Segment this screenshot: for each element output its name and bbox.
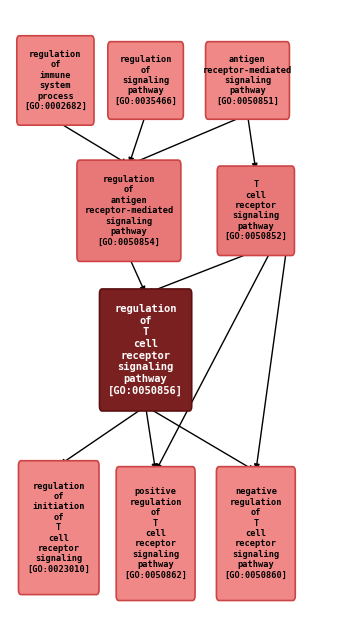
Text: regulation
of
immune
system
process
[GO:0002682]: regulation of immune system process [GO:… [24, 50, 87, 111]
Text: positive
regulation
of
T
cell
receptor
signaling
pathway
[GO:0050862]: positive regulation of T cell receptor s… [124, 487, 187, 580]
Text: regulation
of
T
cell
receptor
signaling
pathway
[GO:0050856]: regulation of T cell receptor signaling … [108, 304, 183, 395]
FancyBboxPatch shape [108, 42, 183, 119]
Text: regulation
of
initiation
of
T
cell
receptor
signaling
[GO:0023010]: regulation of initiation of T cell recep… [27, 481, 90, 574]
Text: T
cell
receptor
signaling
pathway
[GO:0050852]: T cell receptor signaling pathway [GO:00… [224, 180, 287, 241]
Text: regulation
of
signaling
pathway
[GO:0035466]: regulation of signaling pathway [GO:0035… [114, 55, 177, 106]
FancyBboxPatch shape [116, 466, 195, 600]
FancyBboxPatch shape [18, 461, 99, 595]
FancyBboxPatch shape [216, 466, 295, 600]
FancyBboxPatch shape [206, 42, 290, 119]
Text: regulation
of
antigen
receptor-mediated
signaling
pathway
[GO:0050854]: regulation of antigen receptor-mediated … [84, 175, 174, 246]
FancyBboxPatch shape [217, 166, 294, 255]
FancyBboxPatch shape [77, 160, 181, 262]
Text: negative
regulation
of
T
cell
receptor
signaling
pathway
[GO:0050860]: negative regulation of T cell receptor s… [224, 487, 287, 580]
Text: antigen
receptor-mediated
signaling
pathway
[GO:0050851]: antigen receptor-mediated signaling path… [203, 55, 292, 106]
FancyBboxPatch shape [100, 289, 192, 411]
FancyBboxPatch shape [17, 36, 94, 125]
